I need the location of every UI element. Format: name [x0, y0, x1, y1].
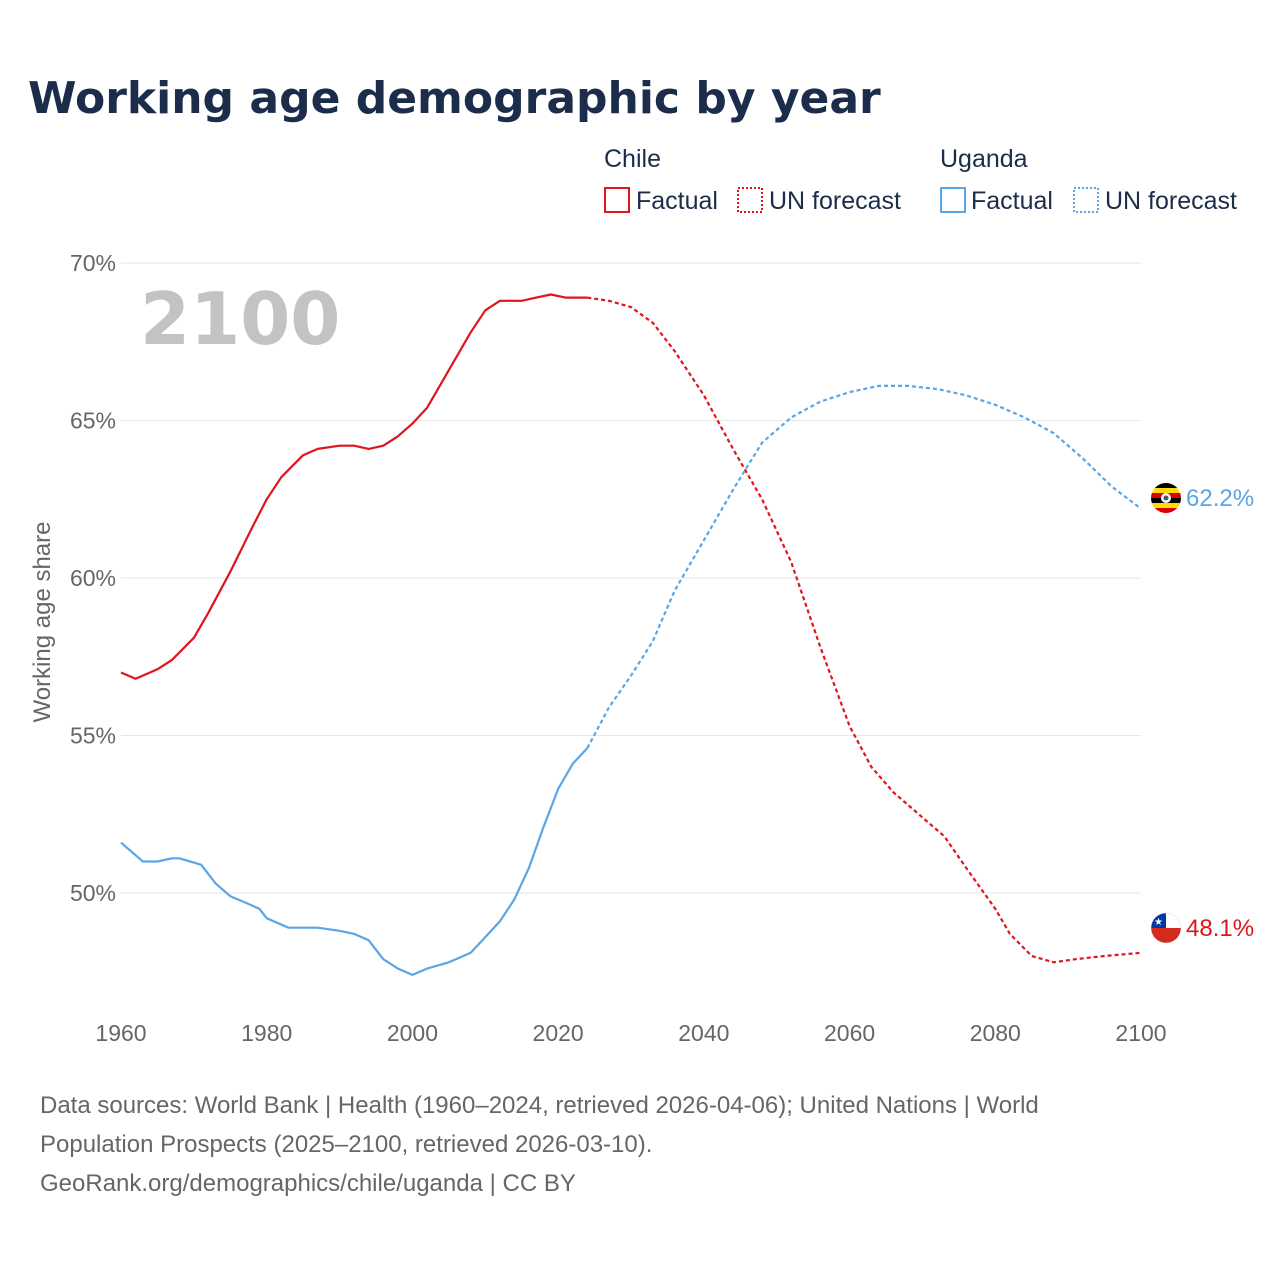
- legend-label-chile-factual: Factual: [636, 187, 718, 215]
- legend-swatch-chile-forecast: [737, 187, 763, 213]
- grid: [121, 262, 1141, 894]
- x-axis-ticks: 1960 1980 2000 2020 2040 2060 2080 2100: [95, 1020, 1166, 1046]
- y-tick-label: 50%: [70, 880, 116, 906]
- y-axis-ticks: 50% 55% 60% 65% 70%: [70, 250, 116, 906]
- legend-label-uganda-factual: Factual: [971, 187, 1053, 215]
- legend-label-uganda-forecast: UN forecast: [1105, 187, 1237, 215]
- series-lines: [120, 293, 1142, 976]
- x-tick-label: 2020: [533, 1020, 584, 1046]
- x-tick-label: 1980: [241, 1020, 292, 1046]
- source-line-1: Data sources: World Bank | Health (1960–…: [40, 1092, 1039, 1119]
- source-link[interactable]: GeoRank.org/demographics/chile/uganda | …: [40, 1170, 576, 1197]
- svg-text:★: ★: [1154, 917, 1163, 928]
- y-tick-label: 70%: [70, 250, 116, 276]
- x-tick-label: 2100: [1115, 1020, 1166, 1046]
- y-tick-label: 60%: [70, 565, 116, 591]
- uganda-flag-icon: [1151, 483, 1181, 513]
- legend-swatch-uganda-forecast: [1073, 187, 1099, 213]
- uganda-end-value: 62.2%: [1186, 485, 1254, 512]
- x-tick-label: 2080: [970, 1020, 1021, 1046]
- y-tick-label: 65%: [70, 408, 116, 434]
- chile-forecast-line: [587, 296, 1142, 964]
- chile-end-value: 48.1%: [1186, 915, 1254, 942]
- uganda-forecast-line: [586, 384, 1142, 749]
- chile-flag-icon: ★: [1150, 912, 1182, 944]
- legend-label-chile-forecast: UN forecast: [769, 187, 901, 215]
- x-tick-label: 2060: [824, 1020, 875, 1046]
- x-tick-label: 2000: [387, 1020, 438, 1046]
- x-tick-label: 1960: [95, 1020, 146, 1046]
- y-axis-label: Working age share: [29, 522, 56, 723]
- chile-factual-line: [120, 293, 588, 680]
- year-watermark: 2100: [140, 277, 340, 361]
- legend-group-uganda: Uganda: [940, 145, 1028, 173]
- legend-swatch-uganda-factual: [940, 187, 966, 213]
- legend-swatch-chile-factual: [604, 187, 630, 213]
- chart-title: Working age demographic by year: [28, 73, 881, 124]
- legend: Chile Factual UN forecast Uganda Factual…: [604, 145, 1237, 215]
- uganda-factual-line: [120, 747, 589, 976]
- y-tick-label: 55%: [70, 723, 116, 749]
- legend-group-chile: Chile: [604, 145, 661, 173]
- x-tick-label: 2040: [678, 1020, 729, 1046]
- source-line-2: Population Prospects (2025–2100, retriev…: [40, 1131, 652, 1158]
